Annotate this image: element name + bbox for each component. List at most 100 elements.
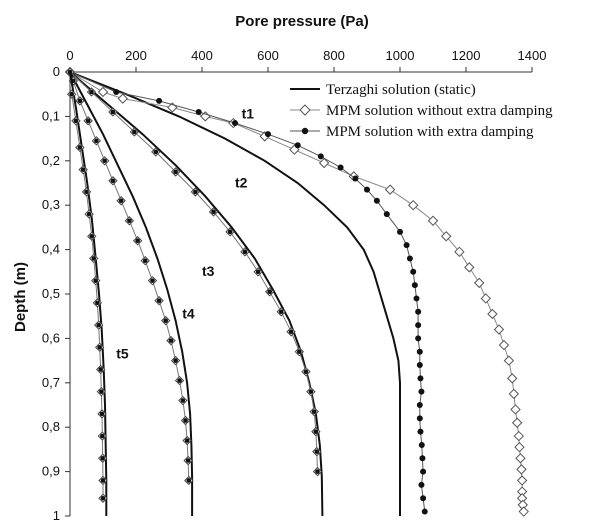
data-point-dot [227,229,233,235]
data-point-dot [303,369,309,375]
data-point [518,506,529,517]
data-point-dot [132,129,137,135]
data-point [417,375,424,382]
data-point [352,175,359,182]
legend-label: MPM solution with extra damping [326,124,534,140]
series-layer [64,66,529,517]
data-point-dot [97,344,102,350]
data-point [514,441,525,453]
curve-label-t1: t1 [242,106,255,122]
data-point [337,164,344,171]
legend-label: MPM solution without extra damping [326,103,553,119]
data-point-dot [183,418,188,423]
data-point-dot [308,389,314,394]
y-tick-label: 0,2 [42,153,60,168]
data-point [480,293,492,304]
data-point-dot [89,89,94,95]
data-point-dot [142,258,148,264]
data-point [416,402,423,408]
data-point [415,308,422,315]
y-tick-label: 0,1 [42,108,60,123]
data-point [513,430,525,442]
data-point [232,120,238,127]
data-point-dot [180,398,186,403]
data-point-dot [255,269,261,275]
data-point-dot [110,109,116,115]
data-point [440,231,452,242]
data-point-dot [110,178,116,184]
data-point-dot [89,233,95,239]
data-point-dot [184,438,190,443]
curve-label-t4: t4 [182,305,195,321]
data-point-dot [77,145,83,150]
data-point-dot [91,256,97,261]
data-point-dot [118,198,124,204]
y-tick-label: 0,8 [42,419,60,434]
y-tick-label: 0,5 [42,286,60,301]
data-point-dot [297,349,302,355]
data-point-dot [98,367,103,372]
data-point [417,428,424,435]
data-point [498,339,510,351]
series-line [69,71,194,516]
data-point [421,508,428,515]
data-point-dot [94,138,99,144]
data-point-dot [177,378,182,383]
data-point [383,211,390,218]
data-point [364,186,370,193]
series-9 [66,89,108,503]
data-point [487,308,498,320]
series-line [69,71,108,516]
legend-marker [299,104,311,116]
data-point [397,228,403,235]
series-8 [69,71,108,516]
data-point [511,417,523,428]
curve-label-t2: t2 [235,174,248,190]
y-tick-label: 0 [53,64,60,79]
data-point-dot [163,318,168,323]
x-tick-label: 200 [125,48,147,63]
data-point [156,97,163,104]
data-point [416,415,423,422]
data-point [418,388,425,395]
data-point-dot [186,478,192,483]
data-point-dot [102,158,107,164]
y-tick-label: 0,6 [42,330,60,345]
data-point [416,362,423,369]
data-point [493,324,505,335]
data-point [415,335,422,342]
data-point-dot [173,169,178,175]
curve-label-t5: t5 [116,345,129,361]
series-3 [67,69,428,515]
data-point-dot [311,409,317,414]
data-point [384,184,396,195]
legend-item: MPM solution without extra damping [290,103,553,119]
data-point-dot [156,298,162,303]
data-point [418,481,425,488]
series-line [69,71,401,516]
data-point [265,131,271,138]
y-tick-label: 0,3 [42,197,60,212]
y-tick-label: 0,4 [42,242,60,257]
data-point [473,277,485,289]
x-axis-title: Pore pressure (Pa) [235,13,368,30]
data-point-dot [278,309,284,315]
axes: 0 200 400 600 800 1000 1200 1400 0 0,1 0,2 0,3 0,4 0,… [42,48,547,523]
data-point [510,404,521,415]
legend: Terzaghi solution (static) MPM solution w… [290,82,553,140]
series-7 [68,76,194,486]
y-axis-title: Depth (m) [12,262,29,332]
series-5 [65,67,323,477]
data-point-dot [84,189,89,195]
data-point-dot [127,218,132,224]
data-point-dot [93,278,99,283]
data-point [406,255,413,262]
data-point [403,242,410,249]
data-point [113,88,120,95]
data-point [515,453,526,464]
data-point-dot [211,209,216,215]
data-point [516,475,528,486]
data-point-dot [288,329,294,335]
series-line [72,80,190,481]
